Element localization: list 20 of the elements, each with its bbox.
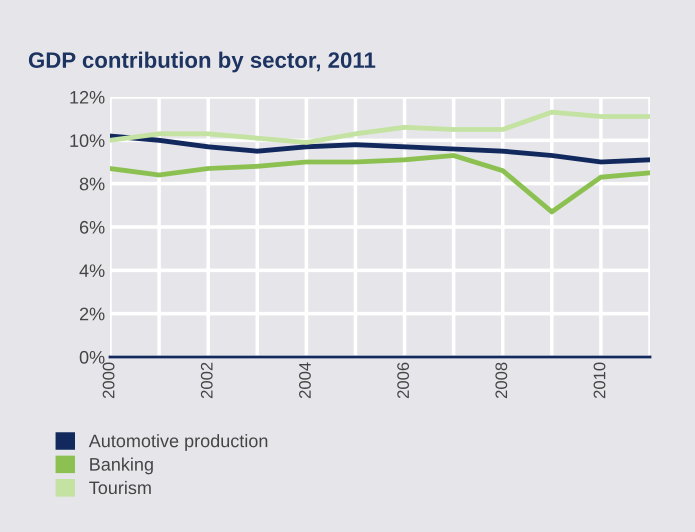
x-tick-label: 2008 — [495, 362, 508, 398]
x-tick-label: 2010 — [594, 362, 606, 398]
x-tick-label: 2006 — [397, 362, 410, 398]
y-tick-label: 10% — [70, 134, 104, 148]
y-tick-label: 4% — [79, 264, 104, 277]
chart-title: GDP contribution by sector, 2011 — [28, 52, 376, 72]
legend-label: Banking — [90, 457, 153, 474]
line-series — [110, 153, 650, 214]
y-tick-label: 0% — [80, 350, 104, 364]
legend-label: Tourism — [89, 480, 151, 494]
x-tick-label: 2004 — [299, 362, 311, 398]
line-series — [110, 134, 650, 164]
y-tick-label: 12% — [70, 90, 104, 104]
legend-label: Automotive production — [88, 434, 268, 451]
x-tick-label: 2000 — [102, 362, 114, 398]
y-tick-label: 8% — [80, 178, 104, 190]
y-tick-label: 2% — [80, 308, 104, 320]
y-tick-label: 6% — [80, 220, 104, 234]
x-tick-label: 2002 — [200, 362, 213, 398]
line-series — [110, 110, 650, 145]
